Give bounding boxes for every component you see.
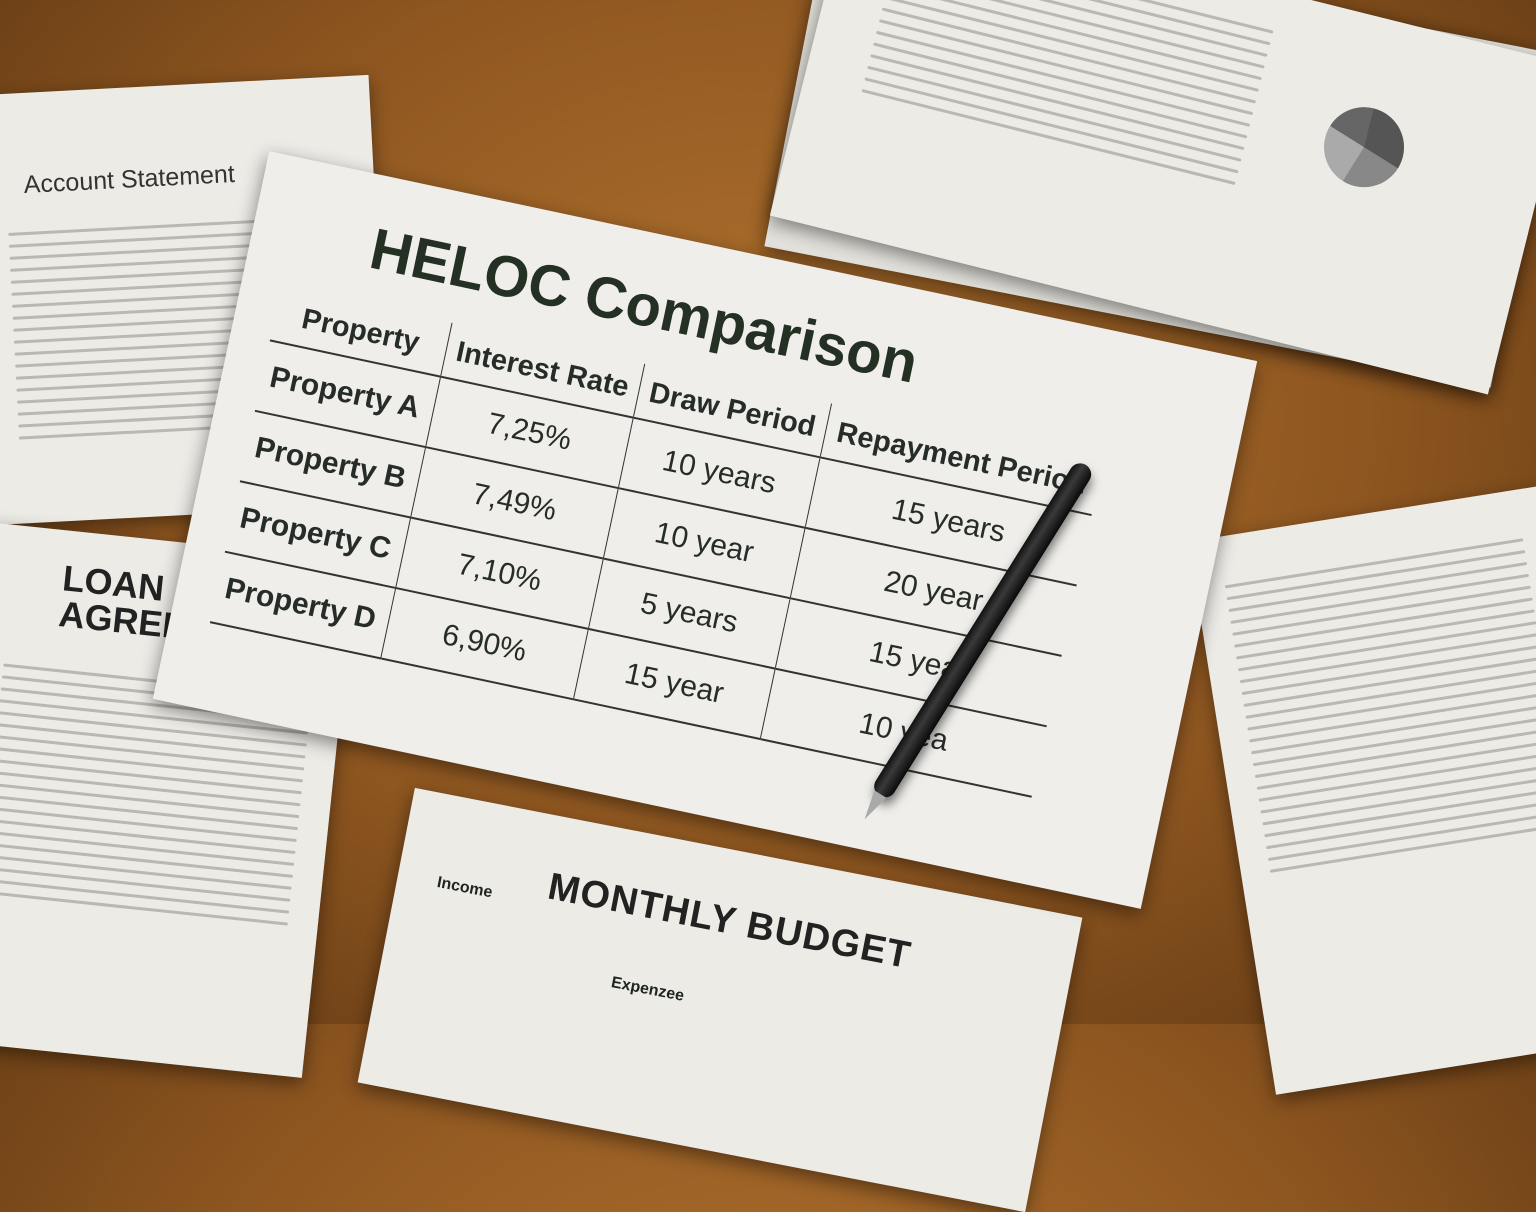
- table-lines: [1223, 529, 1536, 882]
- spreadsheet-document: [1188, 485, 1536, 1095]
- comparison-table: Property Interest Rate Draw Period Repay…: [210, 286, 1103, 798]
- account-statement-title: Account Statement: [23, 159, 236, 199]
- pie-chart-graphic: [1315, 98, 1413, 196]
- income-label: Income: [435, 874, 494, 902]
- expenses-label: Expenzee: [609, 974, 686, 1005]
- text-lines: [859, 0, 1275, 194]
- monthly-budget-title: MONTHLY BUDGET: [544, 865, 915, 978]
